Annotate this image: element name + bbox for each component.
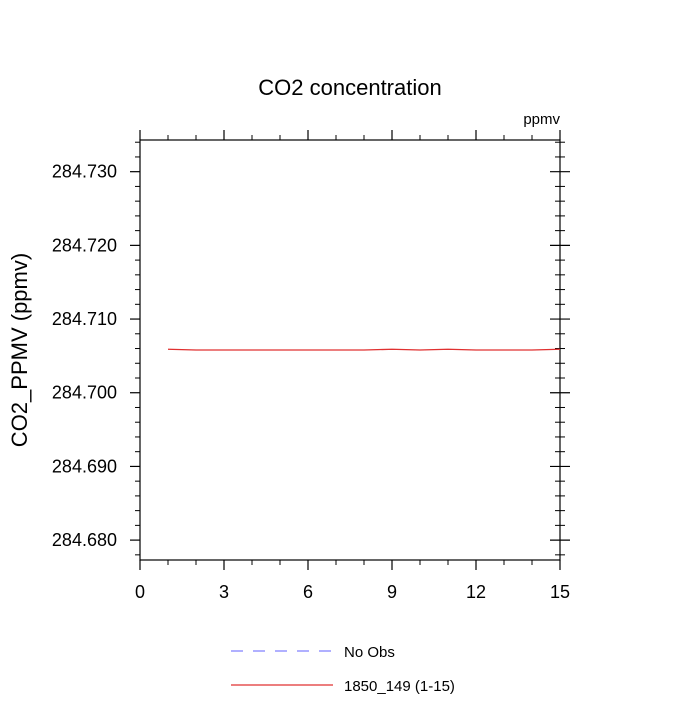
x-tick-labels: 0 3 6 9 12 15 bbox=[135, 582, 570, 602]
x-tick-label: 3 bbox=[219, 582, 229, 602]
x-tick-label: 6 bbox=[303, 582, 313, 602]
legend-label: No Obs bbox=[344, 644, 395, 661]
series-line-1 bbox=[167, 348, 561, 351]
plot-frame bbox=[139, 139, 561, 561]
x-tick-label: 0 bbox=[135, 582, 145, 602]
y-tick-label: 284.690 bbox=[52, 456, 117, 476]
y-tick-labels: 284.680 284.690 284.700 284.710 284.720 284.7… bbox=[52, 162, 117, 550]
x-tick-label: 12 bbox=[466, 582, 486, 602]
y-tick-label: 284.680 bbox=[52, 530, 117, 550]
units-label: ppmv bbox=[523, 111, 560, 128]
series-layer bbox=[167, 348, 561, 351]
y-tick-label: 284.720 bbox=[52, 235, 117, 255]
y-tick-label: 284.730 bbox=[52, 162, 117, 182]
tick-marks bbox=[130, 130, 570, 570]
y-tick-label: 284.710 bbox=[52, 309, 117, 329]
x-tick-label: 15 bbox=[550, 582, 570, 602]
y-axis-label: CO2_PPMV (ppmv) bbox=[7, 253, 32, 447]
chart-title: CO2 concentration bbox=[258, 75, 441, 100]
legend-label: 1850_149 (1-15) bbox=[344, 678, 455, 695]
y-tick-label: 284.700 bbox=[52, 383, 117, 403]
x-tick-label: 9 bbox=[387, 582, 397, 602]
legend: No Obs 1850_149 (1-15) bbox=[231, 644, 455, 695]
